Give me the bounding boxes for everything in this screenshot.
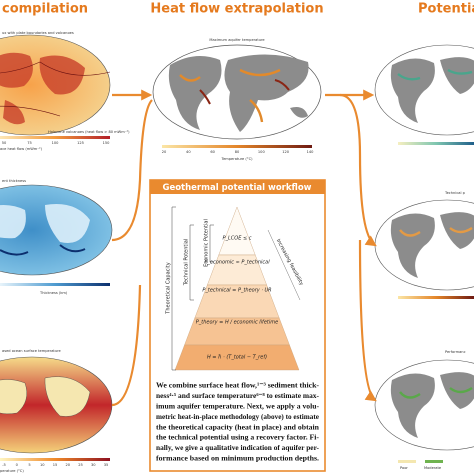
workflow-text-line: formance based on minimum production dep… xyxy=(156,453,319,462)
colorbar-tick: 140 xyxy=(307,150,315,154)
colorbar-tick: 20 xyxy=(65,463,70,467)
colorbar-tick: 25 xyxy=(78,463,83,467)
colorbar-tick: 100 xyxy=(258,150,266,154)
colorbar-tick: 100 xyxy=(52,141,60,145)
left-map-3-title: ased ocean surface temperature xyxy=(2,349,62,353)
left-colorbar-1 xyxy=(0,136,110,139)
header-right: Potential xyxy=(418,2,474,17)
left-colorbar-3 xyxy=(0,458,110,461)
left-axis-label-3: perature (°C) xyxy=(0,469,24,473)
center-map-title: Maximum aquifer temperature xyxy=(209,38,265,42)
center-colorbar xyxy=(162,145,312,148)
workflow-text-line: the technical potential using a recovery… xyxy=(156,433,320,442)
left-map-3 xyxy=(0,356,113,454)
pyramid-formula: P_economic ≈ P_technical xyxy=(204,260,270,266)
colorbar-tick: 60 xyxy=(210,150,215,154)
right-legend-poor: Poor xyxy=(400,466,408,470)
workflow-text-line: imum aquifer temperature. Next, we apply… xyxy=(156,401,320,410)
pyramid-brackets xyxy=(171,206,301,371)
left-axis-label-2: Thickness (km) xyxy=(39,291,68,295)
header-center: Heat flow extrapolation xyxy=(150,2,323,17)
workflow-text-line: ness⁴·⁵ and surface temperature⁶⁻⁸ to es… xyxy=(156,391,320,400)
left-colorbar-2 xyxy=(0,283,110,286)
side-technical: Technical Potential xyxy=(184,239,190,286)
colorbar-tick: 150 xyxy=(103,141,111,145)
pyramid-formula: P_theory = H / economic lifetime xyxy=(196,320,278,326)
left-legend-1: Holocene volcanoes (heat flow > 80 mWm⁻²… xyxy=(48,130,130,134)
side-economic: Economic Potential xyxy=(204,219,210,267)
workflow-title: Geothermal potential workflow xyxy=(162,183,311,193)
workflow-text-line: the theoretical capacity (heat in place)… xyxy=(156,422,319,431)
pyramid-formula: P_LCOE ≤ c xyxy=(222,236,251,242)
colorbar-tick: 10 xyxy=(40,463,45,467)
left-axis-label-1: ace heat flow (mWm⁻²) xyxy=(0,147,43,151)
left-map-1 xyxy=(0,34,111,136)
colorbar-tick: 125 xyxy=(77,141,84,145)
colorbar-tick: 75 xyxy=(27,141,32,145)
colorbar-tick: 5 xyxy=(28,463,30,467)
workflow-text-line: We combine surface heat flow,¹⁻³ sedimen… xyxy=(156,381,320,390)
colorbar-tick: 40 xyxy=(186,150,191,154)
side-theoretical: Theoretical Capacity xyxy=(166,262,172,314)
colorbar-tick: 20 xyxy=(162,150,167,154)
workflow-text-line: metric heat-in-place methodology (above)… xyxy=(156,412,320,421)
right-map-2-title: Technical p xyxy=(444,191,466,195)
colorbar-tick: 120 xyxy=(282,150,290,154)
header-left: compilation xyxy=(2,2,88,17)
left-map-2-title: ent thickness xyxy=(2,179,26,183)
colorbar-tick: 80 xyxy=(235,150,240,154)
workflow-text-line: nally, we give a qualitative indication … xyxy=(156,443,320,452)
pyramid-formula: P_technical = P_theory · UR xyxy=(202,288,271,294)
colorbar-tick: 35 xyxy=(104,463,109,467)
workflow-header xyxy=(150,180,325,194)
colorbar-tick: 30 xyxy=(91,463,96,467)
colorbar-tick: -5 xyxy=(2,463,6,467)
colorbar-tick: 0 xyxy=(16,463,19,467)
pyramid-level xyxy=(174,344,300,371)
right-map-3-title: Performanc xyxy=(445,350,466,354)
flow-arrows xyxy=(111,89,377,407)
right-legend-moderate: Moderate xyxy=(424,466,442,470)
center-map xyxy=(152,44,322,140)
left-map-1-title: ux with plate boundaries and volcanoes xyxy=(2,31,74,35)
pyramid-formula: H = ħ · (T_total − T_ref) xyxy=(207,355,267,361)
left-map-2 xyxy=(0,184,113,276)
colorbar-tick: 50 xyxy=(2,141,7,145)
center-axis-label: Temperature (°C) xyxy=(220,157,253,161)
right-maps xyxy=(374,44,474,463)
colorbar-tick: 15 xyxy=(53,463,58,467)
